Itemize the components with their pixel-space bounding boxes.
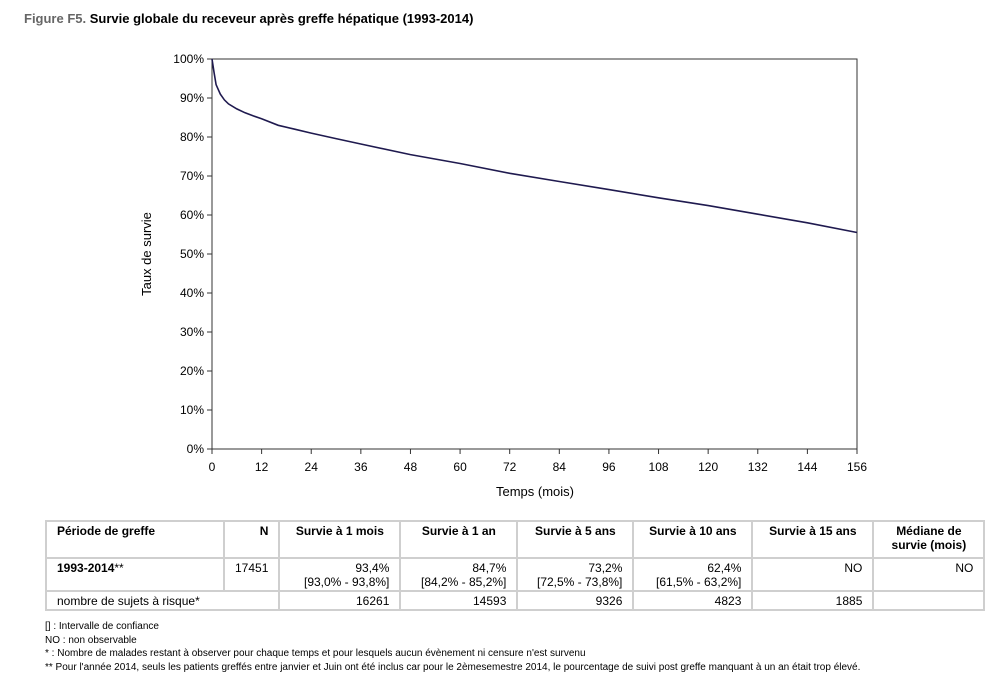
survival-1-month-ci: [93,0% - 93,8%] [303,575,390,589]
y-tick-label: 90% [180,91,204,105]
x-tick-label: 24 [305,460,319,474]
footnote: [] : Intervalle de confiance [45,621,159,632]
table-row: 1993-2014** 17451 93,4% [93,0% - 93,8%] 8… [45,557,986,592]
table-header-row: Période de greffe N Survie à 1 mois Surv… [45,520,986,559]
y-tick-label: 100% [173,52,204,66]
x-tick-label: 60 [453,460,467,474]
col-header-5-years: Survie à 5 ans [516,520,635,559]
col-header-period: Période de greffe [45,520,225,559]
at-risk-15-years: 1885 [751,590,875,611]
at-risk-1-month: 16261 [278,590,402,611]
survival-chart: 0% 10% 20% 30% 40% 50% 60% 70% 80% 90% 100% 0 12 24 3… [139,52,867,499]
survival-15-years-cell: NO [751,557,875,592]
survival-1-month-cell: 93,4% [93,0% - 93,8%] [278,557,402,592]
x-tick-label: 96 [602,460,616,474]
figure-title-text: Survie globale du receveur après greffe … [89,11,474,26]
footnotes: [] : Intervalle de confiance NO : non ob… [45,620,860,674]
survival-1-year-value: 84,7% [472,561,507,575]
x-tick-label: 84 [553,460,567,474]
x-axis: 0 12 24 36 48 60 72 84 96 108 120 132 144 156 [209,449,867,474]
survival-1-year-ci: [84,2% - 85,2%] [420,575,507,589]
period-cell: 1993-2014** [45,557,225,592]
survival-10-years-value: 62,4% [707,561,742,575]
figure-label: Figure F5. [24,11,87,26]
y-tick-label: 0% [187,442,205,456]
col-header-median: Médiane de survie (mois) [872,520,986,559]
x-tick-label: 48 [404,460,418,474]
y-axis-label: Taux de survie [139,212,154,296]
x-axis-label: Temps (mois) [496,484,574,499]
footnote: NO : non observable [45,634,137,646]
at-risk-5-years: 9326 [516,590,635,611]
survival-10-years-cell: 62,4% [61,5% - 63,2%] [632,557,754,592]
x-tick-label: 144 [797,460,817,474]
y-tick-label: 20% [180,364,204,378]
n-cell: 17451 [222,557,281,592]
x-tick-label: 120 [698,460,718,474]
col-header-n: N [222,520,281,559]
col-header-1-year: Survie à 1 an [399,520,519,559]
survival-table: Période de greffe N Survie à 1 mois Surv… [44,520,986,611]
footnote: ** Pour l'année 2014, seuls les patients… [45,661,861,673]
col-header-10-years: Survie à 10 ans [632,520,754,559]
y-axis: 0% 10% 20% 30% 40% 50% 60% 70% 80% 90% 100% [173,52,212,456]
at-risk-1-year: 14593 [399,590,519,611]
y-tick-label: 10% [180,403,204,417]
y-tick-label: 80% [180,130,204,144]
table-row: nombre de sujets à risque* 16261 14593 9… [44,590,986,611]
col-header-15-years: Survie à 15 ans [751,520,875,559]
period-value: 1993-2014 [57,561,115,575]
survival-5-years-ci: [72,5% - 73,8%] [536,575,623,589]
x-tick-label: 108 [649,460,669,474]
survival-1-month-value: 93,4% [355,561,390,575]
survival-1-year-cell: 84,7% [84,2% - 85,2%] [399,557,519,592]
median-survival-cell: NO [872,557,986,592]
x-tick-label: 36 [354,460,368,474]
at-risk-10-years: 4823 [632,590,754,611]
figure-title: Figure F5. Survie globale du receveur ap… [24,11,473,26]
survival-10-years-ci: [61,5% - 63,2%] [655,575,742,589]
x-tick-label: 72 [503,460,517,474]
col-header-1-month: Survie à 1 mois [278,520,402,559]
period-footnote-mark: ** [114,561,124,575]
y-tick-label: 60% [180,208,204,222]
y-tick-label: 40% [180,286,204,300]
x-tick-label: 156 [847,460,867,474]
y-tick-label: 50% [180,247,204,261]
at-risk-label: nombre de sujets à risque* [44,590,281,611]
plot-frame [211,58,858,450]
x-tick-label: 0 [209,460,216,474]
survival-5-years-value: 73,2% [588,561,623,575]
y-tick-label: 30% [180,325,204,339]
at-risk-median [872,590,986,611]
y-tick-label: 70% [180,169,204,183]
footnote: * : Nombre de malades restant à observer… [45,648,586,659]
x-tick-label: 132 [748,460,768,474]
survival-curve [211,58,858,234]
x-tick-label: 12 [255,460,269,474]
survival-5-years-cell: 73,2% [72,5% - 73,8%] [516,557,635,592]
